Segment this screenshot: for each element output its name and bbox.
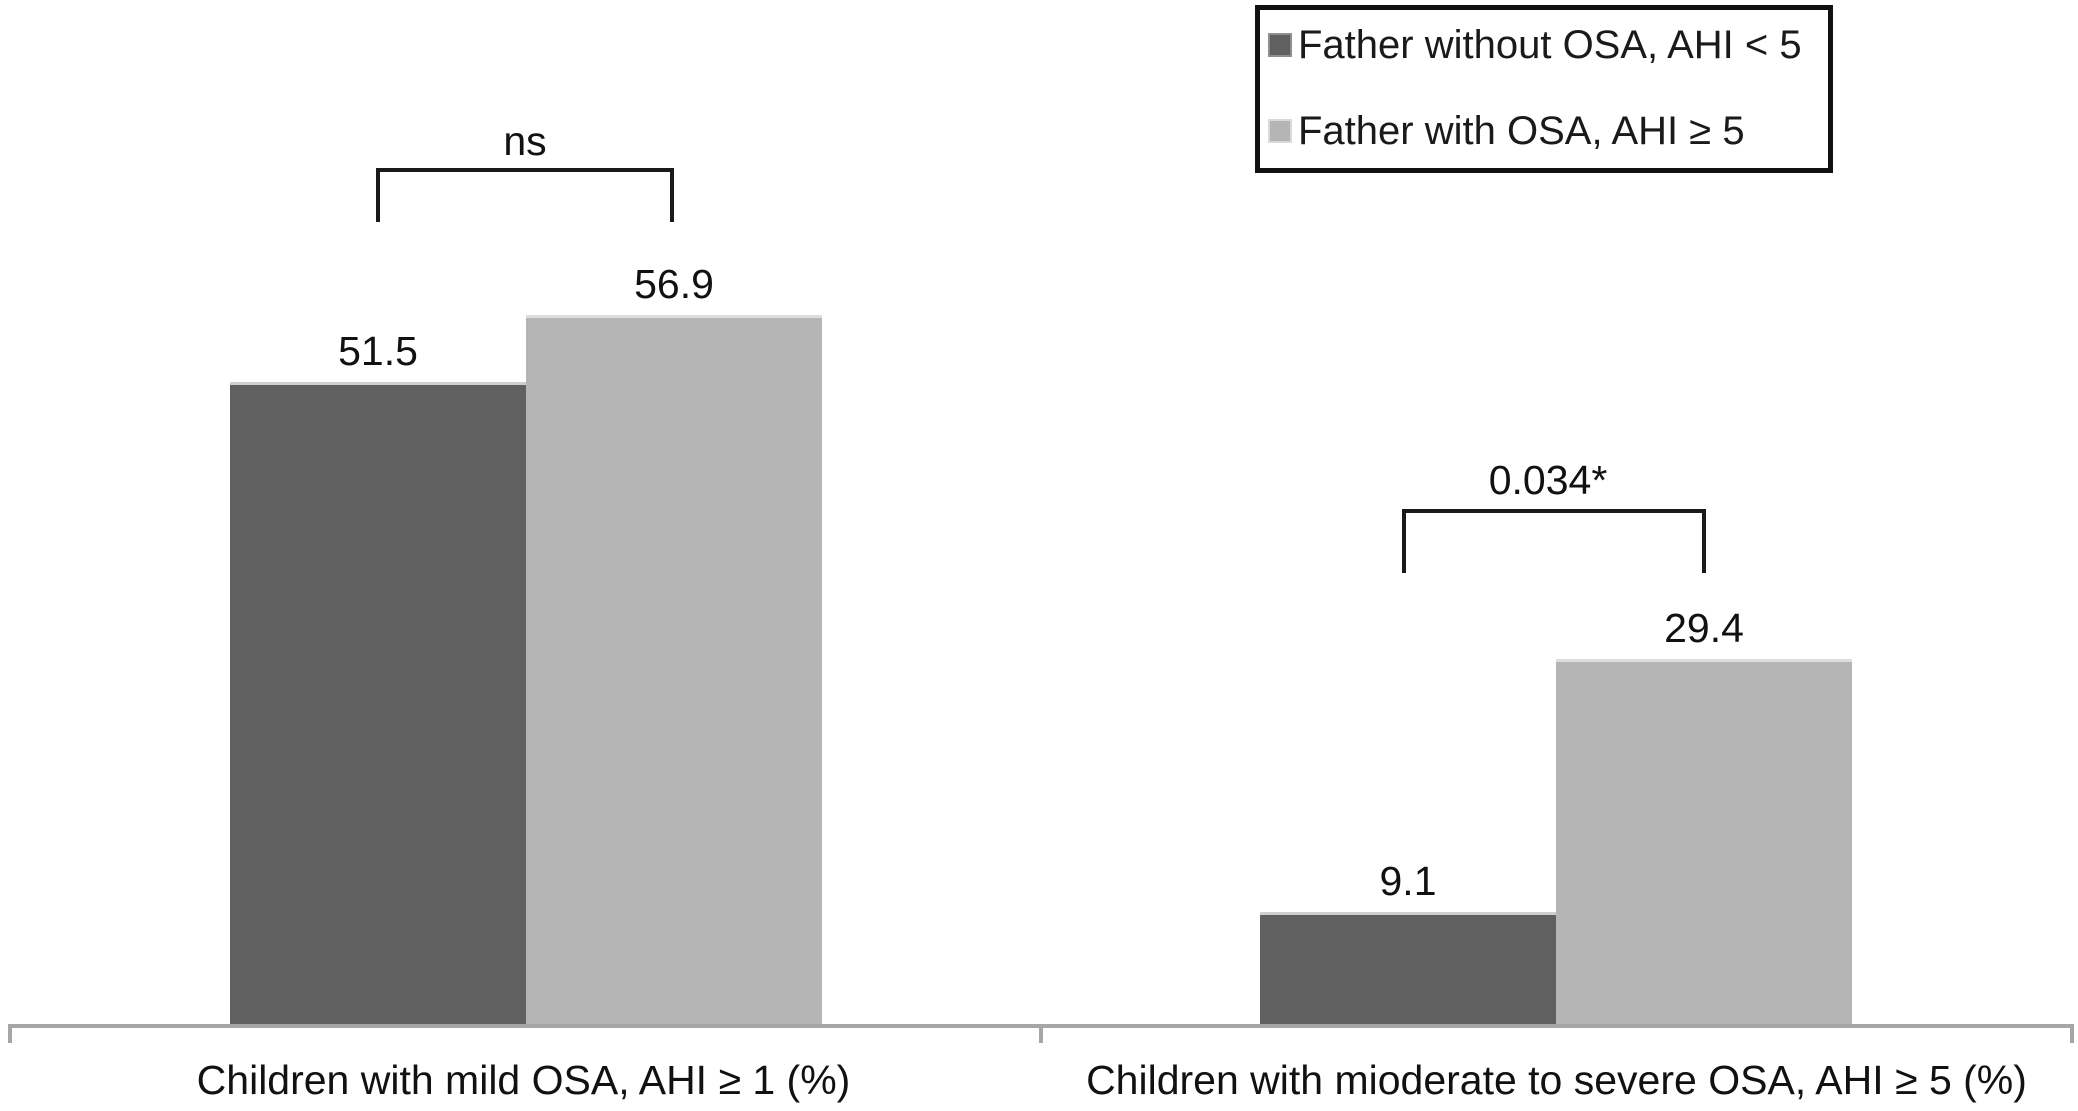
x-axis-tick-right bbox=[2070, 1024, 2074, 1043]
value-label-group1-dark: 51.5 bbox=[338, 328, 418, 375]
legend: Father without OSA, AHI < 5 Father with … bbox=[1255, 5, 1833, 173]
category-label-group2: Children with mioderate to severe OSA, A… bbox=[1086, 1057, 2027, 1103]
value-label-group1-light: 56.9 bbox=[634, 260, 714, 307]
legend-swatch-light-icon bbox=[1268, 119, 1292, 143]
significance-label-group1: ns bbox=[503, 118, 547, 164]
significance-bracket-group2 bbox=[1402, 509, 1706, 573]
value-label-group2-dark: 9.1 bbox=[1379, 858, 1437, 905]
legend-swatch-dark-icon bbox=[1268, 33, 1292, 57]
bar-group2-father-with-osa bbox=[1556, 658, 1852, 1026]
x-axis-tick-middle bbox=[1039, 1024, 1043, 1043]
significance-bracket-group1 bbox=[376, 168, 674, 222]
legend-item-father-without-osa: Father without OSA, AHI < 5 bbox=[1268, 23, 1824, 67]
legend-label-father-without-osa: Father without OSA, AHI < 5 bbox=[1298, 23, 1802, 67]
significance-label-group2: 0.034* bbox=[1488, 457, 1608, 503]
bar-group1-father-without-osa bbox=[230, 382, 526, 1026]
value-label-group2-light: 29.4 bbox=[1664, 604, 1744, 651]
bar-group1-father-with-osa bbox=[526, 314, 822, 1026]
legend-item-father-with-osa: Father with OSA, AHI ≥ 5 bbox=[1268, 109, 1824, 153]
legend-label-father-with-osa: Father with OSA, AHI ≥ 5 bbox=[1298, 109, 1745, 153]
x-axis-tick-left bbox=[8, 1024, 12, 1043]
bar-group2-father-without-osa bbox=[1260, 912, 1556, 1026]
category-label-group1: Children with mild OSA, AHI ≥ 1 (%) bbox=[196, 1057, 851, 1103]
